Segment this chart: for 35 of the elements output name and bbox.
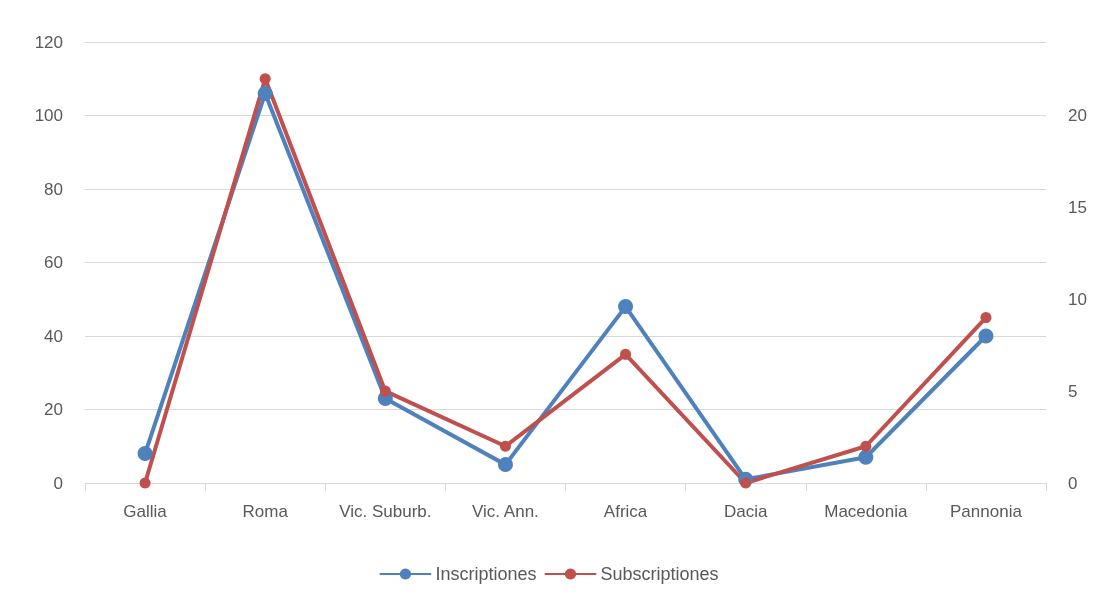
point: [618, 299, 634, 315]
point: [499, 440, 511, 452]
y-tick-label: 60: [44, 253, 63, 272]
x-tick-label: Vic. Ann.: [472, 502, 539, 521]
point: [379, 385, 391, 397]
x-tick-label: Vic. Suburb.: [339, 502, 432, 521]
point: [257, 85, 273, 101]
x-tick-label: Pannonia: [950, 502, 1023, 521]
point: [740, 477, 752, 489]
point: [858, 449, 874, 465]
y2-tick-label: 0: [1068, 473, 1078, 493]
point: [620, 348, 632, 360]
y-tick-label: 100: [34, 106, 63, 125]
y-tick-label: 0: [53, 473, 63, 493]
y2-tick-label: 15: [1068, 197, 1087, 217]
y-tick-label: 40: [44, 326, 63, 346]
point: [497, 457, 513, 473]
x-tick-label: Gallia: [123, 502, 168, 521]
x-tick-label: Roma: [242, 502, 289, 521]
point: [978, 328, 994, 344]
y2-tick-label: 10: [1068, 289, 1087, 309]
x-tick-label: Dacia: [723, 502, 768, 521]
point: [860, 440, 872, 452]
point: [980, 312, 992, 324]
legend-label: Subscriptiones: [600, 564, 719, 584]
point: [137, 446, 153, 462]
y-tick-label: 20: [44, 400, 63, 419]
legend-label: Inscriptiones: [435, 564, 537, 584]
y-tick-label: 120: [34, 32, 63, 52]
x-tick-label: Africa: [603, 502, 648, 521]
point: [139, 477, 151, 489]
y-tick-label: 80: [44, 179, 63, 199]
y2-tick-label: 20: [1068, 106, 1087, 125]
x-tick-label: Macedonia: [824, 502, 908, 521]
y2-tick-label: 5: [1068, 381, 1078, 401]
